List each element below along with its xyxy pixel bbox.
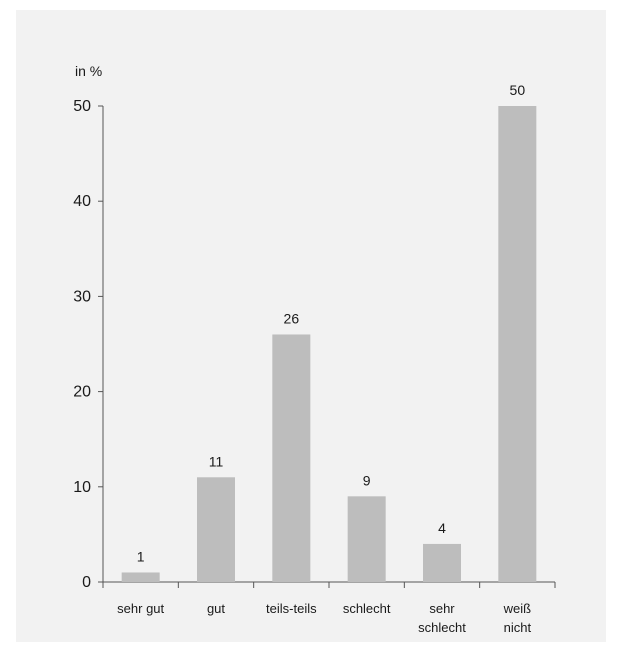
x-category-label: schlecht xyxy=(418,620,466,635)
bar xyxy=(121,572,160,582)
bar xyxy=(423,543,461,582)
x-category-label: gut xyxy=(207,601,225,616)
bar xyxy=(272,334,311,582)
x-category-label: sehr xyxy=(429,601,455,616)
bar xyxy=(498,106,537,582)
bar xyxy=(197,477,235,582)
data-label: 50 xyxy=(510,82,526,98)
y-axis-unit-label: in % xyxy=(75,63,102,79)
data-label: 26 xyxy=(284,310,300,326)
data-label: 9 xyxy=(363,472,371,488)
y-tick-label: 40 xyxy=(73,193,91,210)
x-category-label: sehr gut xyxy=(117,601,164,616)
y-tick-label: 50 xyxy=(73,98,91,115)
x-category-label: weiß xyxy=(503,601,532,616)
data-label: 11 xyxy=(209,453,224,469)
y-tick-label: 10 xyxy=(73,479,91,496)
x-category-label: nicht xyxy=(504,620,532,635)
y-tick-label: 30 xyxy=(73,288,91,305)
y-tick-label: 0 xyxy=(82,574,91,591)
data-label: 4 xyxy=(438,520,446,536)
x-category-label: schlecht xyxy=(343,601,391,616)
bar xyxy=(347,496,386,582)
data-label: 1 xyxy=(137,548,145,564)
y-tick-label: 20 xyxy=(73,384,91,401)
x-category-label: teils-teils xyxy=(266,601,317,616)
